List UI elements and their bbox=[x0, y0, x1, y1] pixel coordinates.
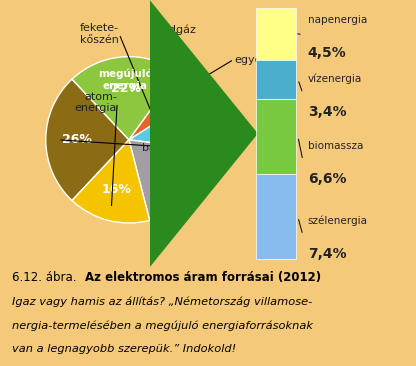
Text: Igaz vagy hamis az állítás? „Németország villamose-: Igaz vagy hamis az állítás? „Németország… bbox=[12, 297, 312, 307]
Text: 7,4%: 7,4% bbox=[308, 247, 347, 261]
Polygon shape bbox=[150, 0, 258, 267]
Text: 6%: 6% bbox=[156, 98, 177, 111]
Wedge shape bbox=[46, 79, 129, 201]
Text: 22%: 22% bbox=[111, 82, 141, 95]
Text: atom-
energia: atom- energia bbox=[75, 92, 117, 113]
Text: 6.12. ábra.: 6.12. ábra. bbox=[12, 271, 81, 284]
Text: 19%: 19% bbox=[153, 167, 183, 180]
Text: egyéb: egyéb bbox=[234, 54, 268, 64]
Text: szélenergia: szélenergia bbox=[308, 215, 368, 226]
Text: 4,5%: 4,5% bbox=[308, 46, 347, 60]
Bar bbox=[256, 8, 296, 60]
Wedge shape bbox=[72, 57, 178, 140]
Text: földgáz: földgáz bbox=[156, 25, 196, 35]
Text: 26%: 26% bbox=[62, 133, 92, 146]
Text: barnakőszén: barnakőszén bbox=[143, 143, 213, 153]
Text: 3,4%: 3,4% bbox=[308, 105, 347, 119]
Text: megújuló
energia: megújuló energia bbox=[98, 69, 153, 91]
Wedge shape bbox=[129, 72, 199, 140]
Wedge shape bbox=[129, 140, 211, 220]
Wedge shape bbox=[72, 140, 150, 223]
Text: 11%: 11% bbox=[164, 122, 194, 135]
Text: van a legnagyobb szerepük.” Indokold!: van a legnagyobb szerepük.” Indokold! bbox=[12, 344, 236, 354]
Text: vízenergia: vízenergia bbox=[308, 74, 362, 84]
Text: biomassza: biomassza bbox=[308, 141, 363, 151]
Wedge shape bbox=[129, 95, 212, 150]
Bar bbox=[256, 60, 296, 98]
Text: Az elektromos áram forrásai (2012): Az elektromos áram forrásai (2012) bbox=[85, 271, 321, 284]
Bar bbox=[256, 98, 296, 174]
Text: napenergia: napenergia bbox=[308, 15, 367, 25]
Text: 6,6%: 6,6% bbox=[308, 172, 347, 186]
Text: fekete-
kőszén: fekete- kőszén bbox=[80, 23, 119, 45]
Bar bbox=[256, 174, 296, 259]
Text: 16%: 16% bbox=[101, 183, 131, 196]
Text: nergia-termelésében a megújuló energiaforrásoknak: nergia-termelésében a megújuló energiafo… bbox=[12, 321, 313, 331]
